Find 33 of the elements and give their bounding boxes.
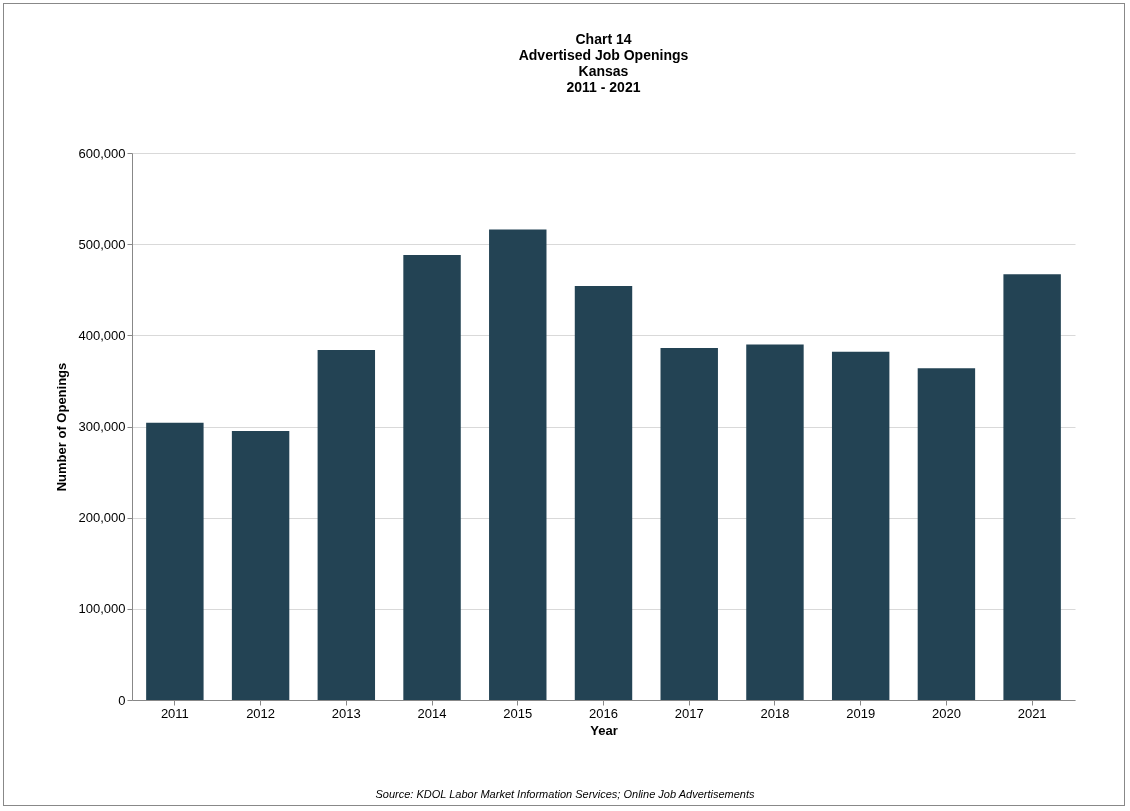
y-tick-label: 100,000 [78,601,126,617]
bar [574,286,633,700]
x-tick-label: 2012 [246,705,276,721]
bar [831,351,890,700]
y-tick-label: 300,000 [78,419,126,434]
bar [660,348,718,700]
x-tick-label: 2019 [846,705,876,721]
bar [489,229,547,700]
chart-title: Chart 14 Advertised Job Openings Kansas 2011 - 2021 [518,31,689,95]
y-tick-label: 400,000 [78,327,126,343]
x-tick-label: 2018 [760,705,790,721]
y-tick-label: 0 [118,692,126,708]
x-tick-label: 2014 [417,705,447,721]
x-tick-label: 2017 [674,705,704,721]
bar [317,349,376,700]
y-tick-label: 600,000 [78,145,126,161]
bar [917,368,976,700]
x-tick-label: 2020 [931,705,961,721]
bar [1003,274,1061,700]
bar [231,431,290,700]
x-tick-label: 2011 [160,705,189,721]
bar [403,255,461,700]
x-tick-label: 2021 [1017,705,1047,721]
x-tick-label: 2013 [331,705,361,721]
y-tick-label: 200,000 [78,510,126,526]
x-axis-title: Year [590,722,618,738]
x-tick-label: 2016 [589,705,618,721]
y-axis-title: Number of Openings [53,362,69,492]
bar [146,422,204,700]
bar [746,344,804,700]
source-note: Source: KDOL Labor Market Information Services; Online Job Advertisements [374,788,756,800]
x-tick-label: 2015 [503,705,533,721]
y-tick-label: 500,000 [78,236,126,252]
